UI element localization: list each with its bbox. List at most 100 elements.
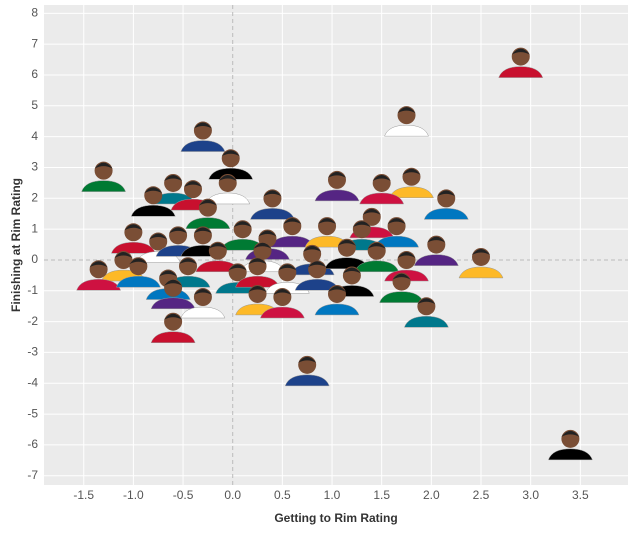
shoulders xyxy=(384,124,429,137)
shoulders xyxy=(150,331,196,343)
hair xyxy=(228,264,247,271)
hair xyxy=(318,218,337,225)
player-marker xyxy=(269,217,315,248)
hair xyxy=(397,252,416,259)
shoulders xyxy=(250,208,295,220)
x-tick-label: 1.5 xyxy=(373,488,390,502)
shoulders xyxy=(548,448,593,461)
hair xyxy=(337,239,356,246)
hair xyxy=(283,218,302,225)
hair xyxy=(198,199,217,206)
hair xyxy=(511,48,530,55)
player-marker xyxy=(413,235,459,266)
player-marker xyxy=(180,121,226,152)
player-marker xyxy=(130,186,176,217)
hair xyxy=(561,430,580,437)
player-marker xyxy=(324,238,370,269)
shoulders xyxy=(180,140,226,152)
player-marker xyxy=(284,355,330,387)
shoulders xyxy=(130,205,176,217)
shoulders xyxy=(115,275,161,288)
shoulders xyxy=(81,180,126,192)
x-tick-label: 1.0 xyxy=(324,488,341,502)
player-marker xyxy=(384,106,429,137)
x-tick-label: 3.0 xyxy=(522,488,539,502)
hair xyxy=(402,168,421,175)
shoulders xyxy=(284,374,330,387)
shoulders xyxy=(180,306,226,319)
y-tick-label: 7 xyxy=(31,36,38,50)
player-marker xyxy=(374,217,419,248)
player-marker xyxy=(548,429,593,461)
shoulders xyxy=(404,316,449,328)
y-tick-label: 5 xyxy=(31,98,38,112)
hair xyxy=(193,289,212,296)
hair xyxy=(164,279,183,286)
y-tick-label: 0 xyxy=(31,252,38,266)
hair xyxy=(392,273,411,280)
hair xyxy=(427,236,446,243)
hair xyxy=(298,356,317,363)
hair xyxy=(89,261,108,268)
x-tick-label: -1.5 xyxy=(73,488,94,502)
shoulders xyxy=(458,266,504,279)
y-tick-label: -4 xyxy=(27,375,38,389)
player-marker xyxy=(235,257,280,288)
y-tick-label: -1 xyxy=(27,283,38,297)
player-marker xyxy=(150,278,196,310)
player-marker xyxy=(423,189,469,220)
y-tick-label: -5 xyxy=(27,406,38,420)
hair xyxy=(248,258,267,265)
hair xyxy=(233,221,252,228)
hair xyxy=(129,258,148,265)
y-tick-label: -2 xyxy=(27,314,38,328)
player-marker xyxy=(260,288,305,319)
player-marker xyxy=(354,241,400,273)
shoulders xyxy=(374,235,419,248)
shoulders xyxy=(208,168,254,180)
shoulders xyxy=(354,260,400,273)
player-marker xyxy=(220,220,265,251)
player-marker xyxy=(111,223,156,254)
player-marker xyxy=(208,149,254,180)
player-marker xyxy=(185,198,231,229)
x-axis-title: Getting to Rim Rating xyxy=(274,511,397,525)
player-marker xyxy=(180,288,226,319)
hair xyxy=(472,248,491,255)
y-tick-label: -3 xyxy=(27,345,38,359)
player-marker xyxy=(76,260,121,291)
hair xyxy=(278,264,297,271)
shoulders xyxy=(413,254,459,266)
hair xyxy=(342,267,361,274)
y-tick-label: 4 xyxy=(31,129,38,143)
hair xyxy=(164,174,183,181)
hair xyxy=(327,171,346,178)
shoulders xyxy=(389,186,434,199)
hair xyxy=(169,227,188,234)
hair xyxy=(114,252,133,259)
player-marker xyxy=(379,272,424,303)
player-marker xyxy=(458,247,504,279)
x-tick-label: 0.5 xyxy=(274,488,291,502)
hair xyxy=(193,122,212,129)
y-tick-label: 3 xyxy=(31,160,38,174)
y-axis-title: Finishing at Rim Rating xyxy=(9,178,23,312)
player-marker xyxy=(81,161,126,192)
shoulders xyxy=(359,192,405,205)
player-marker xyxy=(250,189,295,220)
hair xyxy=(144,187,163,194)
shoulders xyxy=(111,242,156,254)
shoulders xyxy=(260,306,305,319)
hair xyxy=(218,174,237,181)
player-marker xyxy=(304,217,350,248)
hair xyxy=(221,150,240,157)
hair xyxy=(362,208,381,215)
hair xyxy=(183,181,202,188)
hair xyxy=(397,107,416,114)
y-tick-label: -7 xyxy=(27,468,38,482)
hair xyxy=(193,227,212,234)
hair xyxy=(352,221,371,228)
hair xyxy=(308,261,327,268)
player-marker xyxy=(314,284,360,316)
player-marker xyxy=(115,257,161,288)
